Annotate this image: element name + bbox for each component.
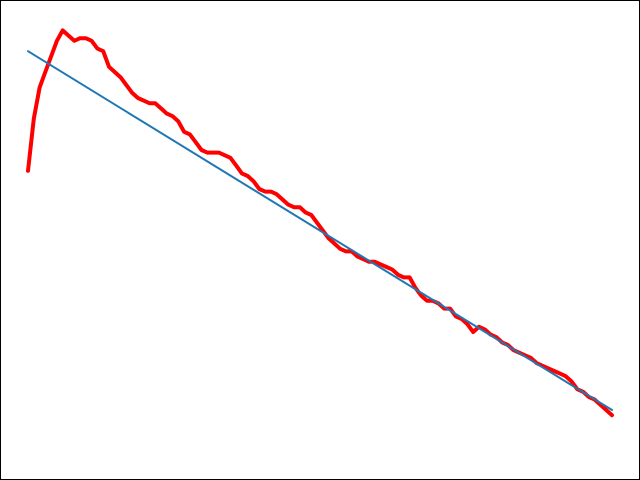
- series-layer: [26, 28, 614, 418]
- fit-line: [27, 50, 613, 411]
